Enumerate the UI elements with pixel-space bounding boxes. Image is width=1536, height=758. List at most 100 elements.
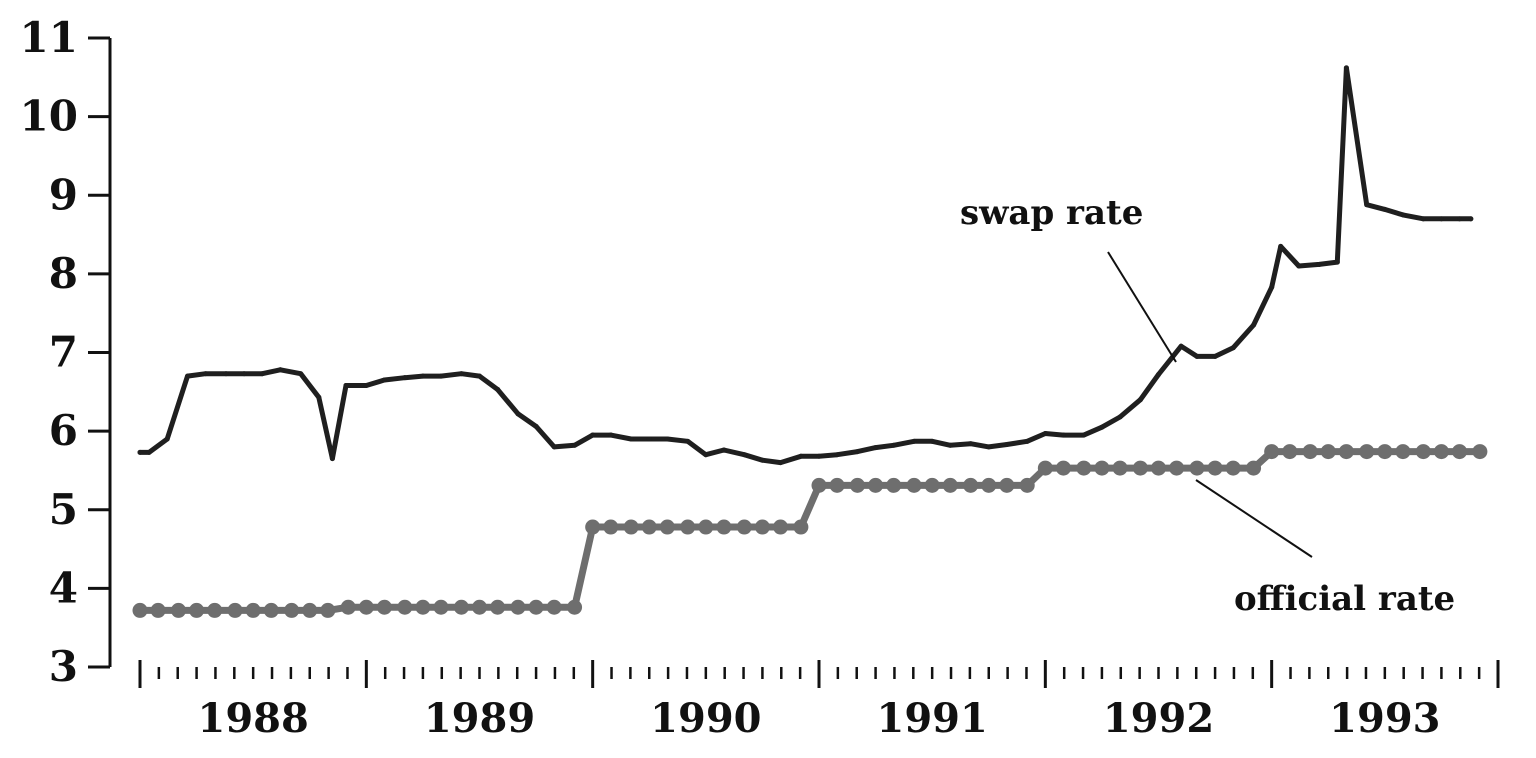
official-rate-point <box>1112 460 1128 476</box>
swap-rate-point <box>1081 432 1087 438</box>
official-rate-point <box>1264 444 1280 460</box>
official-rate-point <box>1395 444 1411 460</box>
swap-rate-point <box>628 436 634 442</box>
swap-rate-point <box>873 445 879 451</box>
official-rate-point <box>207 602 223 618</box>
swap-rate-point <box>1230 345 1236 351</box>
swap-rate-point <box>495 386 501 392</box>
swap-rate-point <box>608 432 614 438</box>
official-rate-point <box>263 602 279 618</box>
official-rate-point <box>1282 444 1298 460</box>
swap-rate-point <box>685 438 691 444</box>
official-rate-point <box>680 519 696 535</box>
official-rate-point <box>1019 477 1035 493</box>
swap-rate-point <box>1343 65 1349 71</box>
swap-rate-point <box>1060 432 1066 438</box>
swap-rate-label: swap rate <box>960 193 1143 233</box>
official-rate-point <box>1472 444 1488 460</box>
official-rate-point <box>773 519 789 535</box>
x-tick-label: 1989 <box>424 695 535 742</box>
swap-rate-point <box>277 367 283 373</box>
x-tick-label: 1991 <box>877 695 988 742</box>
official-rate-point <box>623 519 639 535</box>
y-tick-label: 3 <box>49 642 78 691</box>
swap-rate-point <box>316 394 322 400</box>
official-rate-point <box>942 477 958 493</box>
official-rate-point <box>1320 444 1336 460</box>
official-rate-point <box>528 599 544 615</box>
swap-rate-point <box>646 436 652 442</box>
official-rate-point <box>924 477 940 493</box>
official-rate-point <box>981 477 997 493</box>
swap-rate-point <box>137 449 143 455</box>
swap-rate-point <box>1400 212 1406 218</box>
swap-rate-point <box>741 452 747 458</box>
swap-rate-point <box>1334 259 1340 265</box>
swap-rate-point <box>343 383 349 389</box>
x-tick-label: 1988 <box>198 695 309 742</box>
swap-rate-point <box>1382 206 1388 212</box>
swap-rate-point <box>1042 430 1048 436</box>
official-rate-point <box>453 599 469 615</box>
swap-rate-point <box>911 438 917 444</box>
swap-rate-point <box>968 441 974 447</box>
official-rate-point <box>1094 460 1110 476</box>
swap-rate-point <box>1296 263 1302 269</box>
y-tick-label: 9 <box>49 170 78 219</box>
swap-rate-point <box>241 371 247 377</box>
swap-rate-point <box>1251 322 1257 328</box>
swap-rate-point <box>185 373 191 379</box>
swap-rate-leader-line <box>1107 251 1177 363</box>
official-rate-leader-line <box>1195 479 1313 558</box>
official-rate-point <box>1452 444 1468 460</box>
official-rate-point <box>1359 444 1375 460</box>
swap-rate-point <box>834 452 840 458</box>
official-rate-point <box>849 477 865 493</box>
y-tick-label: 8 <box>49 249 78 298</box>
official-rate-point <box>1076 460 1092 476</box>
official-rate-point <box>641 519 657 535</box>
swap-rate-point <box>929 438 935 444</box>
swap-rate-point <box>1099 424 1105 430</box>
official-rate-point <box>698 519 714 535</box>
official-rate-point <box>716 519 732 535</box>
swap-rate-point <box>1178 343 1184 349</box>
official-rate-point <box>793 519 809 535</box>
swap-rate-point <box>1438 216 1444 222</box>
official-rate-point <box>963 477 979 493</box>
swap-rate-point <box>223 371 229 377</box>
official-rate-point <box>170 602 186 618</box>
official-rate-point <box>811 477 827 493</box>
official-rate-point <box>1055 460 1071 476</box>
official-rate-point <box>302 602 318 618</box>
swap-rate-point <box>1278 243 1284 249</box>
y-tick-label: 6 <box>49 406 78 455</box>
official-rate-point <box>245 602 261 618</box>
official-rate-point <box>1225 460 1241 476</box>
official-rate-point <box>1189 460 1205 476</box>
official-rate-series <box>132 444 1488 618</box>
swap-rate-line <box>137 65 1474 466</box>
swap-rate-point <box>1024 438 1030 444</box>
swap-rate-point <box>402 375 408 381</box>
official-rate-point <box>546 599 562 615</box>
swap-rate-point <box>590 432 596 438</box>
official-rate-point <box>999 477 1015 493</box>
official-rate-point <box>1338 444 1354 460</box>
swap-rate-point <box>515 411 521 417</box>
swap-rate-point <box>420 373 426 379</box>
official-rate-point <box>1037 460 1053 476</box>
swap-rate-point <box>778 460 784 466</box>
swap-rate-point <box>1137 397 1143 403</box>
swap-rate-point <box>1117 414 1123 420</box>
official-rate-point <box>472 599 487 615</box>
swap-rate-point <box>947 442 953 448</box>
official-rate-point <box>567 599 583 615</box>
swap-rate-point <box>458 371 464 377</box>
official-rate-point <box>433 599 449 615</box>
official-rate-point <box>284 602 300 618</box>
swap-rate-point <box>1364 202 1370 208</box>
y-tick-label: 10 <box>20 92 78 141</box>
official-rate-point <box>415 599 431 615</box>
official-rate-point <box>189 602 205 618</box>
